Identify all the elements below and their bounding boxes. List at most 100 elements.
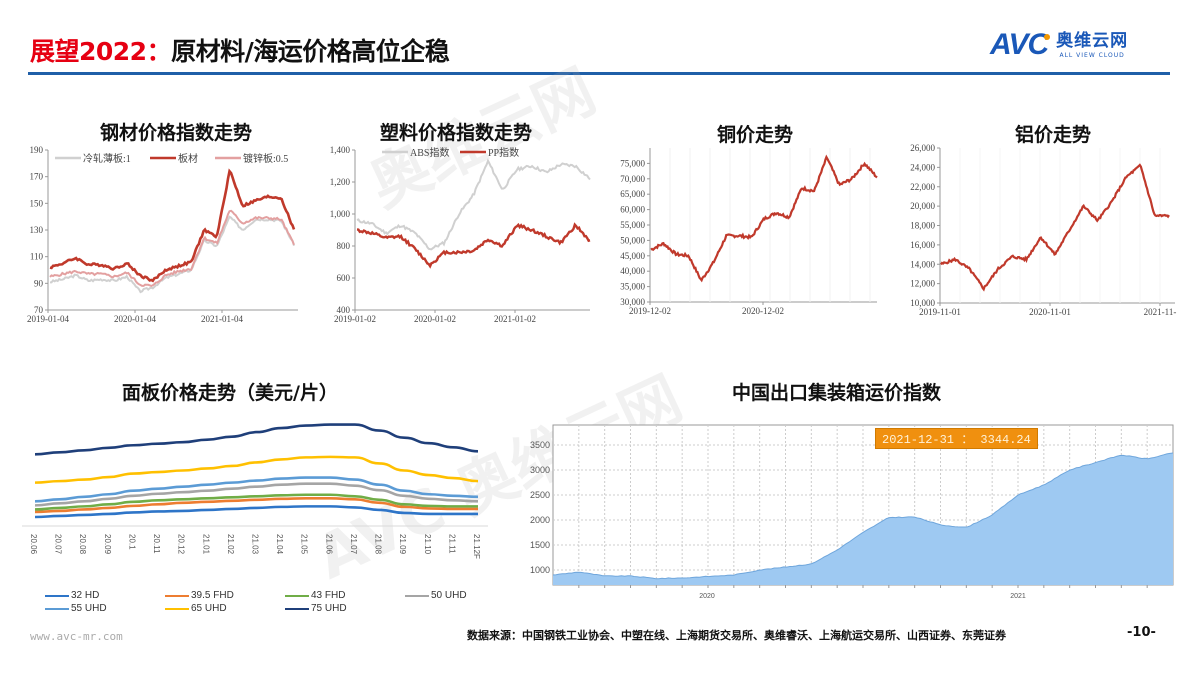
svg-text:21.08: 21.08: [374, 534, 383, 555]
svg-text:600: 600: [337, 273, 351, 283]
svg-text:1,200: 1,200: [330, 177, 351, 187]
svg-text:2000: 2000: [530, 515, 550, 525]
svg-text:65,000: 65,000: [620, 189, 645, 199]
copper-price-chart: 铜价走势 30,000 35,000 40,000 45,000 50,000 55,00…: [595, 110, 885, 330]
svg-text:2019-12-02: 2019-12-02: [629, 306, 671, 316]
svg-text:2020: 2020: [699, 593, 715, 600]
svg-text:板材: 板材: [178, 152, 198, 165]
svg-text:2021: 2021: [1010, 593, 1026, 600]
panel-legend: 32 HD 39.5 FHD 43 FHD 50 UHD 55 UHD 65 UHD 75 …: [45, 590, 495, 614]
svg-text:2019-11-01: 2019-11-01: [919, 307, 961, 317]
svg-text:PP指数: PP指数: [488, 146, 519, 159]
legend-swatch: [45, 594, 69, 597]
logo-en-name: ALL VIEW CLOUD: [1059, 51, 1125, 59]
svg-text:3500: 3500: [530, 440, 550, 450]
steel-price-chart: 钢材价格指数走势 70 90 110 130 150 170 190 2019-01-04 20…: [0, 110, 310, 330]
svg-text:90: 90: [34, 278, 44, 288]
svg-text:40,000: 40,000: [620, 266, 645, 276]
legend-label: 50 UHD: [431, 590, 467, 601]
steel-plot: 70 90 110 130 150 170 190 2019-01-04 2020-01-04 2…: [27, 145, 298, 324]
svg-text:20.06: 20.06: [29, 534, 38, 555]
header-divider: [28, 72, 1170, 75]
svg-text:190: 190: [30, 145, 44, 155]
chart-title: 面板价格走势（美元/片）: [122, 382, 338, 404]
svg-text:20,000: 20,000: [910, 201, 935, 211]
svg-text:35,000: 35,000: [620, 282, 645, 292]
plastic-price-chart: 塑料价格指数走势 400 600 800 1,000 1,200 1,400 2019-01…: [310, 110, 600, 330]
svg-text:18,000: 18,000: [910, 221, 935, 231]
legend-label: 39.5 FHD: [191, 590, 234, 601]
legend-item: 39.5 FHD: [165, 590, 285, 601]
svg-text:75,000: 75,000: [620, 158, 645, 168]
svg-text:21.04: 21.04: [275, 534, 284, 555]
svg-text:800: 800: [337, 241, 351, 251]
svg-text:20.12: 20.12: [177, 534, 186, 555]
legend-swatch: [405, 594, 429, 597]
page-title: 原材料/海运价格高位企稳: [171, 37, 450, 66]
svg-text:21.12F: 21.12F: [472, 534, 481, 559]
svg-text:70: 70: [34, 305, 44, 315]
svg-text:21.05: 21.05: [300, 534, 309, 555]
page-header: 展望2022： 原材料/海运价格高位企稳: [30, 30, 450, 70]
legend-label: 65 UHD: [191, 603, 227, 614]
svg-text:1,400: 1,400: [330, 145, 351, 155]
svg-text:2020-12-02: 2020-12-02: [742, 306, 784, 316]
legend-item: 43 FHD: [285, 590, 405, 601]
svg-text:55,000: 55,000: [620, 220, 645, 230]
svg-text:21.01: 21.01: [201, 534, 210, 555]
svg-text:2020-01-02: 2020-01-02: [414, 314, 456, 324]
chart-title: 铜价走势: [717, 124, 794, 146]
svg-text:21.02: 21.02: [226, 534, 235, 555]
footer-url: www.avc-mr.com: [30, 630, 123, 643]
legend-swatch: [45, 607, 69, 610]
scfi-value-badge: 2021-12-31 ： 3344.24: [875, 428, 1038, 449]
panel-price-chart: 面板价格走势（美元/片） 20.06 20.07 20.08 20.09 20.1 20.…: [0, 370, 500, 590]
svg-text:21.10: 21.10: [423, 534, 432, 555]
legend-swatch: [165, 607, 189, 610]
legend-item: 32 HD: [45, 590, 165, 601]
legend-swatch: [285, 594, 309, 597]
svg-text:20.08: 20.08: [78, 534, 87, 555]
svg-text:21.03: 21.03: [251, 534, 260, 555]
data-source: 数据来源：中国钢铁工业协会、中塑在线、上海期货交易所、奥维睿沃、上海航运交易所、…: [467, 629, 1006, 642]
avc-logo: AVC 奥维云网 ALL VIEW CLOUD: [990, 30, 1128, 60]
page-number: -10-: [1127, 625, 1156, 640]
chart-title: 铝价走势: [1015, 124, 1092, 146]
svg-text:2019-01-02: 2019-01-02: [334, 314, 376, 324]
legend-label: 75 UHD: [311, 603, 347, 614]
legend-label: 32 HD: [71, 590, 100, 601]
container-freight-chart: 中国出口集装箱运价指数 1000 1500 2000 2500 3000 3500 2020…: [510, 370, 1200, 610]
legend-label: 55 UHD: [71, 603, 107, 614]
svg-text:ABS指数: ABS指数: [410, 146, 449, 159]
svg-text:20.09: 20.09: [103, 534, 112, 555]
svg-text:16,000: 16,000: [910, 240, 935, 250]
logo-dot-icon: [1044, 34, 1051, 40]
svg-text:21.11: 21.11: [447, 534, 456, 554]
legend-item: 50 UHD: [405, 590, 515, 601]
svg-text:2021-11-: 2021-11-: [1144, 307, 1177, 317]
svg-text:10,000: 10,000: [910, 298, 935, 308]
panel-plot: 20.06 20.07 20.08 20.09 20.1 20.11 20.12 21.01 2…: [22, 423, 488, 559]
logo-cn-name: 奥维云网: [1056, 30, 1129, 51]
legend-item: 75 UHD: [285, 603, 405, 614]
svg-text:26,000: 26,000: [910, 143, 935, 153]
svg-text:1500: 1500: [530, 540, 550, 550]
svg-text:2019-01-04: 2019-01-04: [27, 314, 69, 324]
svg-text:2500: 2500: [530, 490, 550, 500]
chart-title: 中国出口集装箱运价指数: [732, 382, 942, 404]
legend-label: 43 FHD: [311, 590, 346, 601]
svg-text:170: 170: [30, 172, 44, 182]
chart-title: 钢材价格指数走势: [100, 122, 253, 144]
legend-item: 55 UHD: [45, 603, 165, 614]
svg-text:2021-01-02: 2021-01-02: [494, 314, 536, 324]
svg-text:60,000: 60,000: [620, 205, 645, 215]
svg-text:20.07: 20.07: [54, 534, 63, 555]
svg-text:70,000: 70,000: [620, 174, 645, 184]
svg-text:24,000: 24,000: [910, 162, 935, 172]
legend-swatch: [285, 607, 309, 610]
legend-item: 65 UHD: [165, 603, 285, 614]
svg-text:20.11: 20.11: [152, 534, 161, 554]
svg-text:镀锌板:0.5: 镀锌板:0.5: [243, 152, 288, 165]
svg-text:12,000: 12,000: [910, 279, 935, 289]
svg-text:50,000: 50,000: [620, 235, 645, 245]
